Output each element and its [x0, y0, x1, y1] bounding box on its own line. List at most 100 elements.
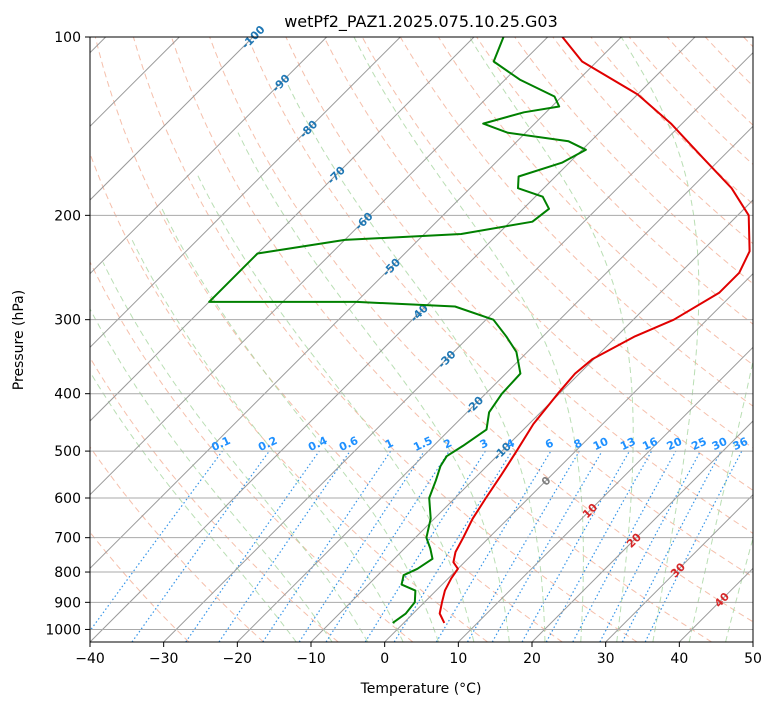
mixing-ratio-line: [218, 450, 351, 642]
x-tick-label: 0: [380, 651, 389, 667]
mixing-ratio-label: 10: [591, 435, 611, 453]
y-tick-label: 1000: [45, 622, 81, 638]
dry-adiabat: [704, 37, 753, 87]
x-tick-label: 50: [744, 651, 762, 667]
mixing-ratio-line: [325, 450, 450, 642]
y-axis-label: Pressure (hPa): [11, 290, 27, 390]
isotherm-line: [90, 37, 549, 496]
dry-adiabat: [90, 260, 414, 642]
isotherm-label: -50: [380, 256, 403, 279]
isotherm-line: [752, 641, 753, 642]
mixing-ratio-line: [572, 450, 677, 642]
mixing-ratio-label: 30: [710, 435, 730, 453]
moist-adiabat: [688, 358, 753, 642]
y-tick-label: 900: [54, 595, 81, 611]
mixing-ratio-label: 6: [543, 436, 556, 451]
mixing-ratio-line: [364, 450, 486, 642]
moist-adiabat: [725, 536, 753, 642]
isotherm-line: [163, 51, 753, 642]
dry-adiabat: [94, 37, 563, 642]
dry-adiabat: [209, 37, 753, 623]
isotherm-label: -30: [435, 348, 458, 371]
y-tick-label: 700: [54, 531, 81, 547]
isotherm-line: [90, 37, 696, 642]
moist-adiabat: [620, 37, 700, 642]
moist-adiabat: [196, 173, 475, 642]
x-axis-ticks: −40 −30 −20 −10 0 10 20 30 40 50: [75, 642, 762, 667]
y-tick-label: 100: [54, 30, 81, 46]
x-tick-label: −10: [296, 651, 326, 667]
mixing-ratio-line: [466, 450, 580, 642]
plot-frame: [89, 36, 754, 643]
dry-adiabat: [399, 37, 753, 407]
dry-adiabat: [247, 37, 753, 578]
mixing-ratio-label: 3: [478, 436, 490, 451]
temperature-line: [438, 37, 751, 624]
y-tick-label: 400: [54, 387, 81, 403]
dry-adiabat: [323, 37, 753, 491]
mixing-ratio-label: 20: [665, 435, 685, 453]
mixing-ratio-line: [185, 450, 320, 642]
y-tick-label: 800: [54, 565, 81, 581]
dry-adiabat: [514, 37, 753, 285]
y-tick-label: 300: [54, 313, 81, 329]
mixing-ratio-line: [435, 450, 552, 642]
dry-adiabat: [90, 356, 339, 642]
mixing-ratio-line: [90, 450, 223, 632]
isotherm-label: 30: [668, 560, 688, 580]
isotherm-line: [236, 125, 753, 642]
x-tick-label: 40: [670, 651, 688, 667]
dewpoint-line: [208, 37, 587, 624]
moist-adiabat: [131, 239, 404, 642]
mixing-ratio-line: [521, 450, 631, 642]
isotherm-label: -70: [325, 164, 348, 187]
dry-adiabat: [90, 152, 488, 642]
y-tick-label: 200: [54, 208, 81, 224]
isotherm-line: [531, 420, 753, 642]
chart-title: wetPf2_PAZ1.2025.075.10.25.G03: [284, 12, 558, 32]
isotherm-line: [605, 493, 753, 642]
y-tick-label: 500: [54, 444, 81, 460]
isotherm-line: [678, 567, 753, 642]
x-tick-label: 20: [523, 651, 541, 667]
background-grid: [90, 37, 753, 642]
dry-adiabat: [552, 37, 753, 245]
dry-adiabat: [132, 37, 638, 642]
y-tick-label: 600: [54, 491, 81, 507]
x-tick-label: 30: [597, 651, 615, 667]
mixing-ratio-label: 36: [731, 435, 751, 453]
mixing-ratio-label: 2: [442, 436, 454, 451]
isotherm-line: [90, 37, 401, 349]
isotherm-line: [310, 199, 753, 642]
y-axis-ticks: 100 200 300 400 500 600 700 800 900 1000: [45, 30, 90, 638]
isotherm-line: [90, 37, 254, 201]
dry-adiabat: [476, 37, 753, 325]
isotherm-line: [457, 346, 753, 642]
mixing-ratio-line: [491, 450, 603, 642]
mixing-ratio-line: [131, 450, 270, 642]
dry-adiabat: [90, 446, 264, 642]
moist-adiabat: [90, 308, 333, 642]
x-tick-label: −20: [223, 651, 253, 667]
x-tick-label: 10: [449, 651, 467, 667]
sounding-series: [208, 37, 751, 624]
moist-adiabat: [287, 83, 546, 642]
moist-adiabat: [161, 208, 439, 642]
mixing-ratio-label: 13: [618, 435, 637, 453]
dry-adiabat: [90, 531, 190, 642]
mixing-ratio-line: [393, 450, 513, 642]
isotherm-line: [90, 37, 475, 422]
mixing-ratio-labels: 0.1 0.2 0.4 0.6 1 1.5 2 3 4 6 8 10 13 16 20 25 30 36: [209, 434, 750, 454]
dry-adiabat: [628, 37, 753, 166]
dry-adiabat: [666, 37, 753, 126]
isotherm-line: [90, 37, 328, 275]
mixing-ratio-label: 16: [640, 435, 660, 453]
moist-adiabat: [353, 37, 584, 642]
x-tick-label: −40: [75, 651, 105, 667]
x-tick-label: −30: [149, 651, 179, 667]
isotherm-line: [384, 272, 753, 642]
mixing-ratio-line: [262, 450, 392, 642]
mixing-ratio-label: 25: [689, 435, 708, 453]
moist-adiabat: [90, 370, 297, 642]
